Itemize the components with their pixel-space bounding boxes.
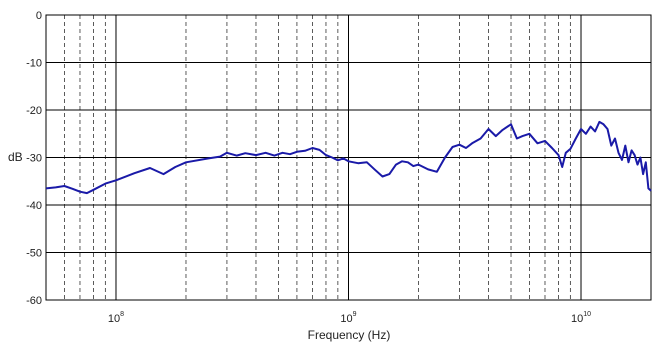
x-tick-label: 108 (108, 311, 124, 325)
y-axis-label: dB (8, 150, 23, 164)
x-tick-label: 1010 (571, 311, 591, 325)
y-tick-label: -60 (26, 295, 42, 307)
y-tick-labels: 0 -10 -20 -30 -40 -50 -60 (26, 10, 42, 307)
x-tick-label: 109 (340, 311, 356, 325)
y-tick-label: -10 (26, 58, 42, 70)
y-tick-label: -50 (26, 248, 42, 260)
x-axis-label: Frequency (Hz) (308, 328, 391, 342)
plot-border (45, 14, 652, 301)
y-tick-label: -20 (26, 105, 42, 117)
y-tick-label: -40 (26, 200, 42, 212)
y-tick-label: -30 (26, 153, 42, 165)
series-line (45, 120, 652, 195)
x-tick-labels: 108 109 1010 (108, 311, 591, 325)
y-tick-label: 0 (36, 10, 42, 22)
